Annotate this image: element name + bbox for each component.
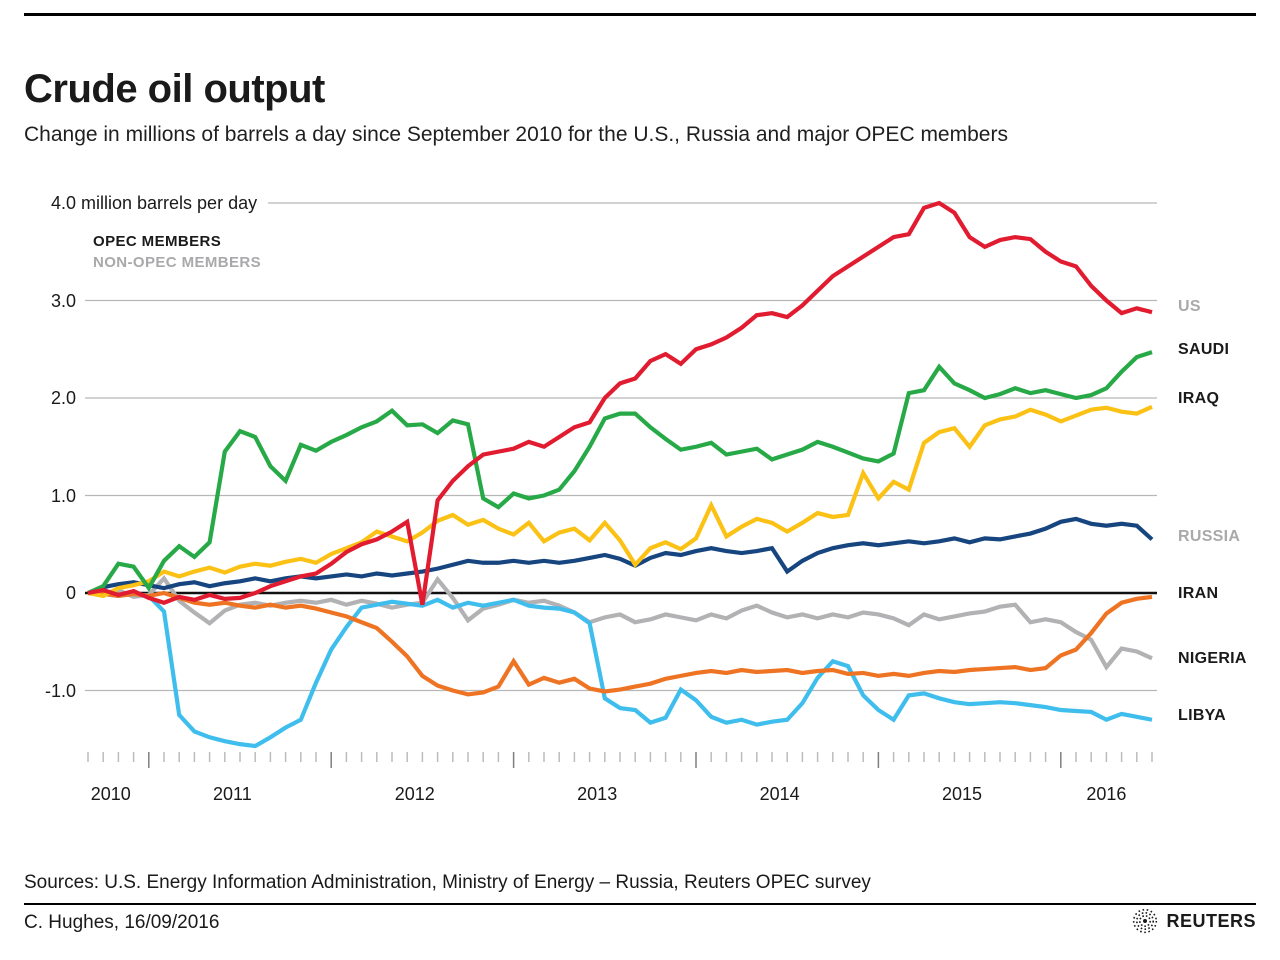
reuters-orb-icon — [1133, 908, 1158, 934]
y-tick-label-0: 0 — [65, 583, 76, 603]
page-title: Crude oil output — [24, 66, 325, 111]
series-line-iraq — [87, 404, 1153, 599]
y-tick-label-2.0: 2.0 — [50, 388, 76, 408]
sources-text: Sources: U.S. Energy Information Adminis… — [24, 872, 871, 893]
footer-divider — [24, 903, 1256, 905]
year-label-2010: 2010 — [90, 784, 131, 804]
series-label-nigeria: NIGERIA — [1178, 650, 1247, 667]
legend: OPEC MEMBERS NON-OPEC MEMBERS — [93, 231, 261, 273]
series-label-saudi: SAUDI — [1178, 341, 1230, 358]
y-tick-label-3.0: 3.0 — [50, 290, 76, 311]
reuters-logo: REUTERS — [1132, 908, 1256, 934]
year-label-2015: 2015 — [941, 784, 983, 804]
y-tick-label-1.0: 1.0 — [50, 485, 76, 506]
y-axis-top-unit: million barrels per day — [81, 193, 258, 213]
reuters-wordmark: REUTERS — [1166, 910, 1256, 931]
year-label-2011: 2011 — [213, 784, 252, 804]
legend-item-opec: OPEC MEMBERS — [93, 233, 222, 250]
series-label-libya: LIBYA — [1178, 707, 1227, 724]
series-line-russia — [87, 516, 1154, 595]
series-label-us: US — [1178, 298, 1201, 315]
legend-item-non-opec: NON-OPEC MEMBERS — [93, 254, 262, 271]
credit-text: C. Hughes, 16/09/2016 — [24, 912, 220, 933]
year-label-2013: 2013 — [577, 784, 618, 804]
series-line-nigeria — [87, 574, 1153, 671]
year-label-2014: 2014 — [759, 784, 800, 804]
series-line-libya — [87, 590, 1153, 749]
year-label-2012: 2012 — [394, 784, 435, 804]
series-line-iran — [87, 590, 1153, 697]
y-axis-top-value: 4.0 — [50, 193, 76, 213]
series-label-russia: RUSSIA — [1178, 528, 1241, 545]
page-subtitle: Change in millions of barrels a day sinc… — [24, 123, 1008, 146]
series-label-iraq: IRAQ — [1178, 390, 1220, 407]
year-label-2016: 2016 — [1086, 784, 1127, 804]
series-label-iran: IRAN — [1178, 585, 1219, 602]
top-rule — [24, 13, 1256, 16]
y-tick-label--1.0: -1.0 — [44, 680, 76, 701]
series-line-saudi — [87, 350, 1153, 595]
y-axis-label-top: 4.0 million barrels per day — [0, 193, 257, 213]
